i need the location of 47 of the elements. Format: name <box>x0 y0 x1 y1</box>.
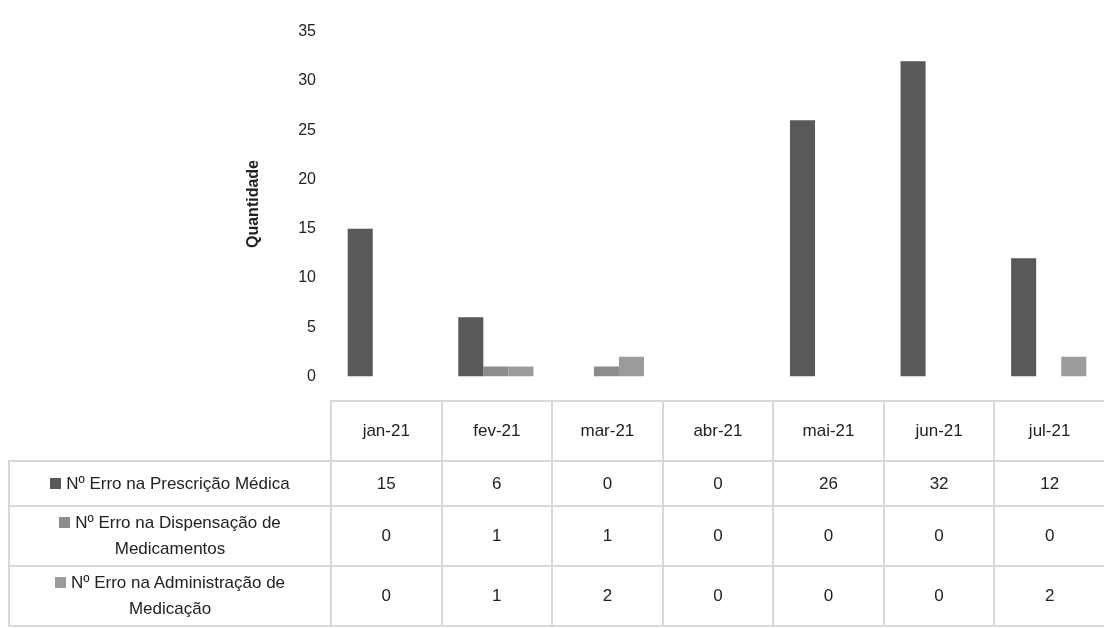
data-label: 26 <box>773 461 884 506</box>
bar <box>789 120 816 377</box>
bar <box>900 61 926 377</box>
data-label: 1 <box>552 506 663 566</box>
x-tick-label: jul-21 <box>994 401 1104 461</box>
legend-label: Nº Erro na Dispensação de Medicamentos <box>75 513 281 558</box>
y-tick-label: 10 <box>298 268 317 286</box>
x-tick-label: abr-21 <box>662 401 774 461</box>
legend-label: Nº Erro na Administração de Medicação <box>70 573 286 618</box>
data-label: 1 <box>441 506 553 566</box>
data-label: 2 <box>552 566 663 626</box>
data-label: 12 <box>994 461 1104 506</box>
data-label: 0 <box>662 506 774 566</box>
bar <box>1061 356 1087 377</box>
data-label: 2 <box>994 566 1104 626</box>
legend-label: Nº Erro na Prescrição Médica <box>66 473 290 493</box>
y-tick-label: 5 <box>307 317 317 335</box>
y-tick-label: 35 <box>298 22 317 40</box>
x-tick-label: jun-21 <box>883 401 995 461</box>
data-label: 0 <box>883 506 995 566</box>
y-tick-label: 25 <box>298 120 317 138</box>
bar <box>618 356 645 377</box>
y-axis-title: Quantidade <box>244 159 262 249</box>
y-tick-label: 30 <box>298 71 317 89</box>
data-label: 0 <box>662 461 774 506</box>
data-label: 0 <box>994 506 1104 566</box>
data-label: 6 <box>441 461 553 506</box>
data-label: 0 <box>662 566 774 626</box>
x-tick-label: fev-21 <box>441 401 553 461</box>
y-tick-label: 15 <box>298 219 317 237</box>
y-tick-label: 20 <box>298 169 317 187</box>
x-tick-label: mai-21 <box>773 401 884 461</box>
data-label: 1 <box>441 566 553 626</box>
data-label: 0 <box>552 461 663 506</box>
x-tick-label: jan-21 <box>331 401 442 461</box>
bar <box>1011 258 1037 377</box>
bar <box>508 366 534 377</box>
data-label: 0 <box>773 506 884 566</box>
x-tick-label: mar-21 <box>552 401 663 461</box>
data-label: 0 <box>883 566 995 626</box>
bar <box>347 228 373 377</box>
bar <box>593 366 619 377</box>
y-tick-label: 0 <box>307 366 317 384</box>
data-label: 0 <box>773 566 884 626</box>
bar <box>483 366 509 377</box>
data-label: 32 <box>883 461 995 506</box>
bar <box>458 317 484 377</box>
